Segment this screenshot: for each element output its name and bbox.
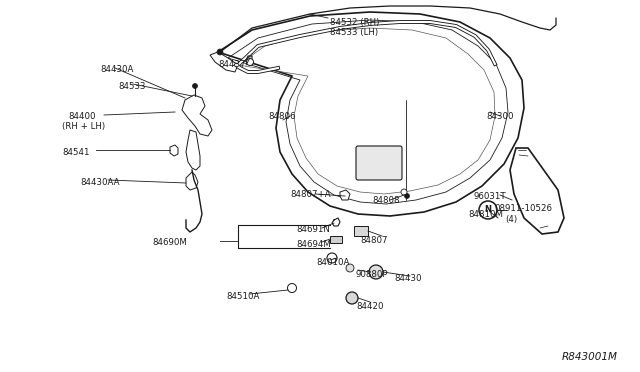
Text: 84694M: 84694M xyxy=(296,240,331,249)
Text: 84807: 84807 xyxy=(360,236,387,245)
Text: 84533: 84533 xyxy=(118,82,145,91)
Text: 84420: 84420 xyxy=(356,302,383,311)
Text: N: N xyxy=(484,205,492,215)
Polygon shape xyxy=(170,145,178,156)
Polygon shape xyxy=(182,95,212,136)
Text: 84400: 84400 xyxy=(68,112,95,121)
Polygon shape xyxy=(340,190,350,200)
Circle shape xyxy=(479,201,497,219)
Text: 90880P: 90880P xyxy=(356,270,388,279)
Text: 96031T: 96031T xyxy=(474,192,507,201)
Polygon shape xyxy=(510,148,564,234)
Circle shape xyxy=(327,253,337,263)
Text: 84533 (LH): 84533 (LH) xyxy=(330,28,378,37)
Text: 84691N: 84691N xyxy=(296,225,330,234)
Circle shape xyxy=(404,193,410,199)
Text: 84806: 84806 xyxy=(268,112,296,121)
Circle shape xyxy=(217,49,223,55)
Text: (RH + LH): (RH + LH) xyxy=(62,122,105,131)
Text: 08911-10526: 08911-10526 xyxy=(494,204,552,213)
Text: 84300: 84300 xyxy=(486,112,513,121)
Circle shape xyxy=(369,265,383,279)
Bar xyxy=(354,226,368,236)
Text: (4): (4) xyxy=(505,215,517,224)
Text: 84810M: 84810M xyxy=(468,210,503,219)
Bar xyxy=(330,236,342,243)
Text: 84532 (RH): 84532 (RH) xyxy=(330,18,380,27)
Text: 84541: 84541 xyxy=(62,148,90,157)
Polygon shape xyxy=(186,130,200,170)
Text: 84510A: 84510A xyxy=(226,292,259,301)
Circle shape xyxy=(246,58,253,65)
Circle shape xyxy=(287,283,296,292)
Polygon shape xyxy=(210,52,238,72)
Text: 84430AA: 84430AA xyxy=(80,178,120,187)
Text: 84437: 84437 xyxy=(218,60,246,69)
Circle shape xyxy=(193,83,198,89)
Text: 84690M: 84690M xyxy=(152,238,187,247)
Circle shape xyxy=(346,292,358,304)
Polygon shape xyxy=(218,12,524,216)
Text: 84807+A: 84807+A xyxy=(290,190,331,199)
Circle shape xyxy=(346,264,354,272)
Polygon shape xyxy=(186,172,198,190)
Text: 84430A: 84430A xyxy=(100,65,133,74)
Circle shape xyxy=(401,189,407,195)
Text: 84010A: 84010A xyxy=(316,258,349,267)
FancyBboxPatch shape xyxy=(356,146,402,180)
Text: 84808: 84808 xyxy=(372,196,399,205)
Text: R843001M: R843001M xyxy=(562,352,618,362)
Text: 84430: 84430 xyxy=(394,274,422,283)
